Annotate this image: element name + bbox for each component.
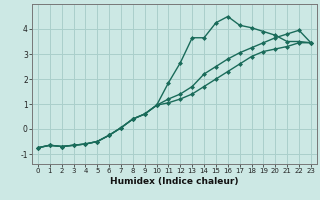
X-axis label: Humidex (Indice chaleur): Humidex (Indice chaleur): [110, 177, 239, 186]
